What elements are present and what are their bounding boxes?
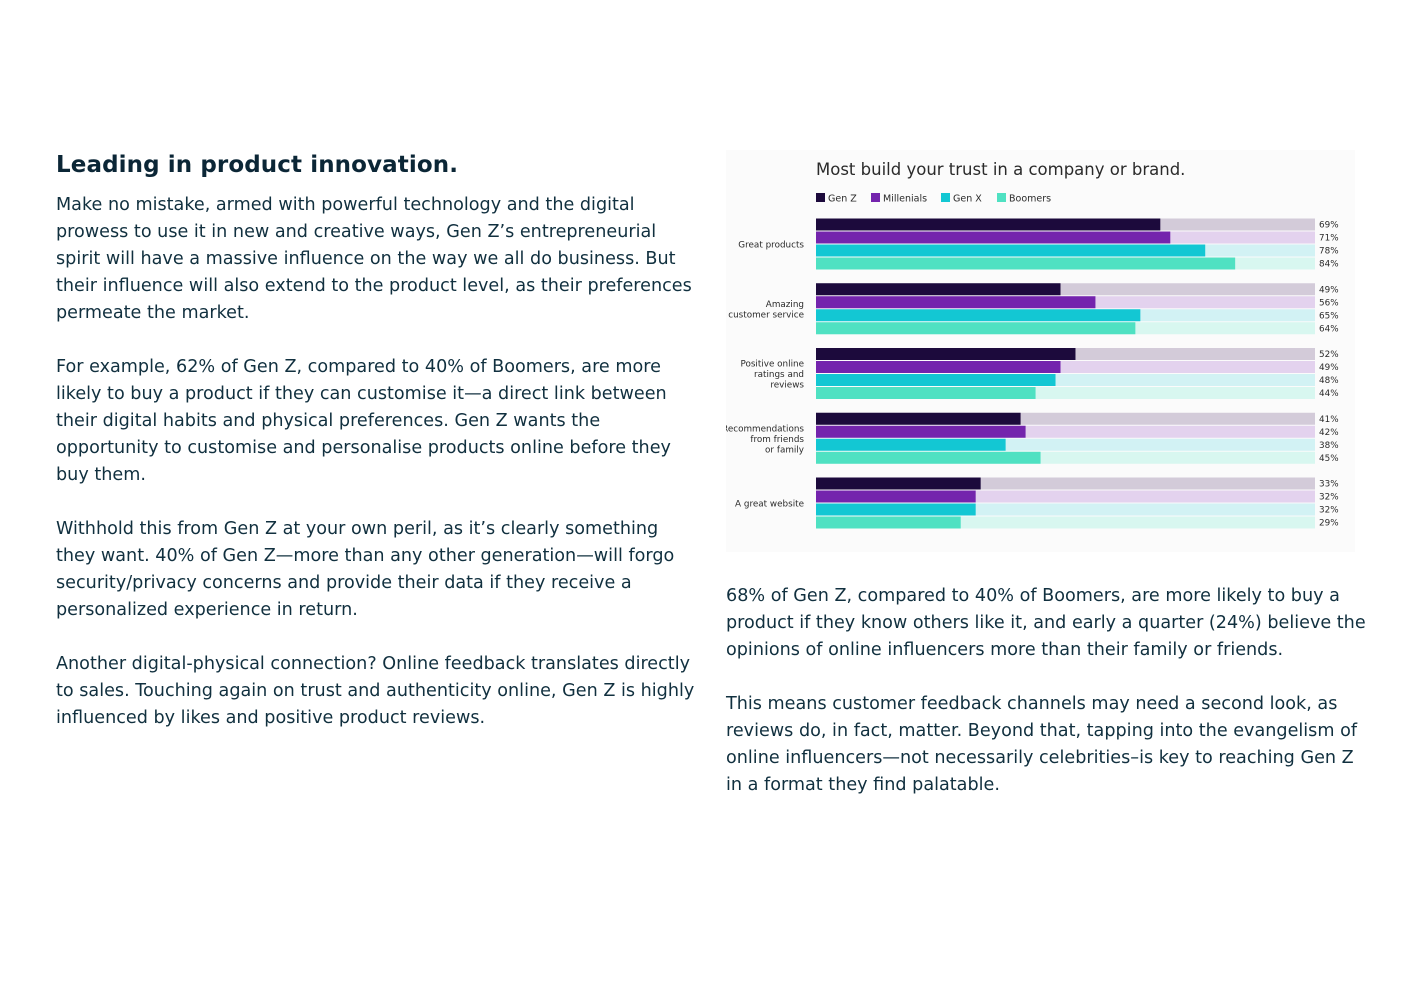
bar-gen-x: [816, 244, 1206, 257]
bar-boomers: [816, 451, 1041, 464]
bar-boomers: [816, 257, 1236, 270]
legend-item-1: Millenials: [871, 193, 927, 205]
value-label: 78%: [1319, 247, 1339, 257]
bar-gen-z: [816, 283, 1061, 296]
category-label: Recommendations: [726, 424, 804, 434]
bar-millenials: [816, 361, 1061, 373]
legend-label: Gen X: [953, 194, 982, 205]
value-label: 49%: [1319, 285, 1339, 295]
section-heading: Leading in product innovation.: [56, 152, 459, 178]
value-label: 32%: [1319, 493, 1339, 503]
category-label: A great website: [735, 500, 804, 510]
category-label: reviews: [770, 381, 804, 391]
value-label: 29%: [1319, 519, 1339, 529]
bar-gen-z: [816, 477, 981, 490]
category-label: Great products: [738, 241, 804, 251]
left-paragraph-3: Withhold this from Gen Z at your own per…: [56, 519, 675, 620]
value-label: 41%: [1319, 415, 1339, 425]
value-label: 56%: [1319, 298, 1339, 308]
legend-label: Boomers: [1009, 194, 1051, 205]
value-label: 48%: [1319, 376, 1339, 386]
value-label: 38%: [1319, 441, 1339, 451]
value-label: 52%: [1319, 350, 1339, 360]
legend-item-0: Gen Z: [816, 193, 857, 205]
legend-swatch: [997, 193, 1006, 202]
trust-chart: Most build your trust in a company or br…: [726, 150, 1355, 552]
legend-item-2: Gen X: [941, 193, 982, 205]
bar-millenials: [816, 231, 1171, 244]
category-label: ratings and: [754, 370, 804, 380]
category-label: Positive online: [740, 360, 804, 370]
bar-gen-z: [816, 412, 1021, 425]
left-paragraph-4: Another digital-physical connection? Onl…: [56, 654, 695, 728]
value-label: 32%: [1319, 506, 1339, 516]
legend-item-3: Boomers: [997, 193, 1051, 205]
value-label: 64%: [1319, 324, 1339, 334]
bar-millenials: [816, 425, 1026, 438]
right-column: 68% of Gen Z, compared to 40% of Boomers…: [726, 583, 1366, 826]
chart-legend: Gen Z Millenials Gen X Boomers: [816, 193, 1051, 205]
value-label: 71%: [1319, 234, 1339, 244]
bar-millenials: [816, 490, 976, 503]
bar-gen-z: [816, 348, 1076, 360]
chart-bars: Great products 69% 71% 78% 84% Amazingcustome…: [726, 218, 1339, 529]
bar-group-0: Great products 69% 71% 78% 84%: [738, 218, 1339, 270]
value-label: 65%: [1319, 311, 1339, 321]
chart-svg: Most build your trust in a company or br…: [726, 160, 1339, 529]
legend-swatch: [871, 193, 880, 202]
value-label: 45%: [1319, 454, 1339, 464]
value-label: 44%: [1319, 389, 1339, 399]
bar-gen-z: [816, 218, 1161, 231]
bar-gen-x: [816, 438, 1006, 451]
right-paragraph-1: 68% of Gen Z, compared to 40% of Boomers…: [726, 586, 1366, 660]
right-paragraph-2: This means customer feedback channels ma…: [726, 694, 1358, 795]
bar-gen-x: [816, 309, 1141, 322]
value-label: 42%: [1319, 428, 1339, 438]
legend-label: Gen Z: [828, 194, 857, 205]
category-label: from friends: [750, 435, 804, 445]
category-label: customer service: [728, 311, 804, 321]
left-paragraph-2: For example, 62% of Gen Z, compared to 4…: [56, 357, 671, 485]
value-label: 84%: [1319, 260, 1339, 270]
bar-gen-x: [816, 374, 1056, 386]
category-label: Amazing: [766, 300, 804, 310]
bar-boomers: [816, 322, 1136, 335]
bar-millenials: [816, 296, 1096, 309]
bar-gen-x: [816, 503, 976, 516]
value-label: 69%: [1319, 221, 1339, 231]
legend-swatch: [941, 193, 950, 202]
bar-group-4: A great website 33% 32% 32% 29%: [735, 477, 1339, 529]
bar-boomers: [816, 516, 961, 529]
left-column: Leading in product innovation. Make no m…: [56, 152, 696, 759]
value-label: 33%: [1319, 480, 1339, 490]
category-label: or family: [765, 445, 804, 455]
legend-label: Millenials: [883, 194, 927, 205]
value-label: 49%: [1319, 363, 1339, 373]
chart-title: Most build your trust in a company or br…: [816, 160, 1185, 179]
left-paragraph-1: Make no mistake, armed with powerful tec…: [56, 195, 692, 323]
legend-swatch: [816, 193, 825, 202]
bar-boomers: [816, 387, 1036, 399]
